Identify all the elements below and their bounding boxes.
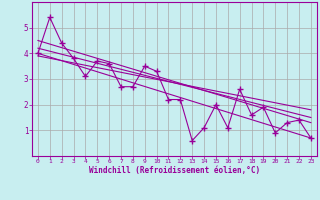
X-axis label: Windchill (Refroidissement éolien,°C): Windchill (Refroidissement éolien,°C) bbox=[89, 166, 260, 175]
